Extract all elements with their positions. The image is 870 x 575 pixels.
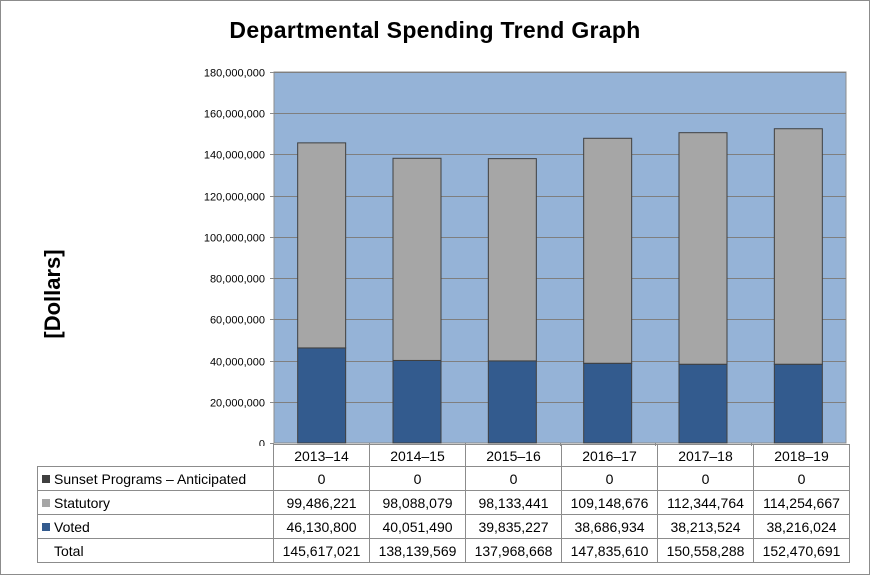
legend-entry-voted: Voted bbox=[37, 514, 274, 539]
statutory-swatch bbox=[42, 498, 50, 507]
x-tick-label: 2016–17 bbox=[561, 444, 658, 467]
data-label: 114,254,667 bbox=[753, 490, 850, 515]
data-label: 38,213,524 bbox=[657, 514, 754, 539]
x-tick-label: 2014–15 bbox=[369, 444, 466, 467]
bar-voted bbox=[773, 363, 823, 444]
bar-voted bbox=[392, 359, 442, 444]
chart-title: Departmental Spending Trend Graph bbox=[229, 17, 641, 43]
bar-voted bbox=[297, 347, 347, 444]
y-tick-label: 160,000,000 bbox=[204, 109, 265, 121]
y-tick-label: 40,000,000 bbox=[210, 357, 265, 369]
y-tick-label: 100,000,000 bbox=[204, 233, 265, 245]
data-label: 98,133,441 bbox=[465, 490, 562, 515]
bar-voted bbox=[487, 360, 537, 444]
data-table: 2013–14 2014–15 2015–16 2016–17 2017–18 … bbox=[37, 444, 850, 563]
legend-label: Sunset Programs – Anticipated bbox=[54, 470, 247, 487]
x-tick-label: 2015–16 bbox=[465, 444, 562, 467]
sunset-swatch bbox=[42, 474, 50, 483]
data-label: 99,486,221 bbox=[273, 490, 370, 515]
table-row-total: Total 145,617,021 138,139,569 137,968,66… bbox=[37, 538, 850, 563]
y-tick-label: 80,000,000 bbox=[210, 274, 265, 286]
legend-label: Total bbox=[54, 542, 84, 559]
bar-statutory bbox=[487, 158, 537, 362]
x-tick-label: 2017–18 bbox=[657, 444, 754, 467]
data-label: 0 bbox=[657, 466, 754, 491]
table-row-voted: Voted 46,130,800 40,051,490 39,835,227 3… bbox=[37, 514, 850, 539]
data-label: 147,835,610 bbox=[561, 538, 658, 563]
y-tick-label: 20,000,000 bbox=[210, 398, 265, 410]
legend-label: Statutory bbox=[54, 494, 111, 511]
data-label: 152,470,691 bbox=[753, 538, 850, 563]
data-label: 150,558,288 bbox=[657, 538, 754, 563]
data-label: 0 bbox=[369, 466, 466, 491]
plot-background bbox=[273, 71, 847, 444]
voted-swatch bbox=[42, 522, 50, 531]
y-tick-label: 120,000,000 bbox=[204, 192, 265, 204]
table-row-sunset: Sunset Programs – Anticipated 0 0 0 0 0 … bbox=[37, 466, 850, 491]
data-label: 138,139,569 bbox=[369, 538, 466, 563]
data-label: 40,051,490 bbox=[369, 514, 466, 539]
data-label: 145,617,021 bbox=[273, 538, 370, 563]
legend-label: Voted bbox=[54, 518, 90, 535]
data-label: 0 bbox=[273, 466, 370, 491]
data-label: 0 bbox=[753, 466, 850, 491]
data-label: 0 bbox=[465, 466, 562, 491]
table-row-statutory: Statutory 99,486,221 98,088,079 98,133,4… bbox=[37, 490, 850, 515]
table-corner bbox=[37, 444, 274, 467]
data-label: 98,088,079 bbox=[369, 490, 466, 515]
x-tick-label: 2013–14 bbox=[273, 444, 370, 467]
bar-voted bbox=[678, 363, 728, 444]
bar-statutory bbox=[297, 142, 347, 349]
bar-statutory bbox=[773, 128, 823, 365]
legend-entry-sunset: Sunset Programs – Anticipated bbox=[37, 466, 274, 491]
y-tick-label: 0 bbox=[259, 439, 265, 447]
data-label: 112,344,764 bbox=[657, 490, 754, 515]
bar-statutory bbox=[392, 157, 442, 361]
bar-statutory bbox=[678, 132, 728, 365]
data-label: 46,130,800 bbox=[273, 514, 370, 539]
bar-statutory bbox=[583, 137, 633, 364]
bar-voted bbox=[583, 362, 633, 444]
x-tick-label: 2018–19 bbox=[753, 444, 850, 467]
data-label: 137,968,668 bbox=[465, 538, 562, 563]
y-tick-label: 180,000,000 bbox=[204, 68, 265, 80]
category-row: 2013–14 2014–15 2015–16 2016–17 2017–18 … bbox=[37, 444, 850, 467]
data-label: 0 bbox=[561, 466, 658, 491]
plot-area: 0 20,000,000 40,000,000 60,000,000 80,000,00… bbox=[204, 68, 847, 447]
data-label: 38,216,024 bbox=[753, 514, 850, 539]
legend-entry-statutory: Statutory bbox=[37, 490, 274, 515]
data-label: 39,835,227 bbox=[465, 514, 562, 539]
data-label: 38,686,934 bbox=[561, 514, 658, 539]
total-label: Total bbox=[37, 538, 274, 563]
y-tick-label: 140,000,000 bbox=[204, 150, 265, 162]
y-tick-label: 60,000,000 bbox=[210, 315, 265, 327]
data-label: 109,148,676 bbox=[561, 490, 658, 515]
